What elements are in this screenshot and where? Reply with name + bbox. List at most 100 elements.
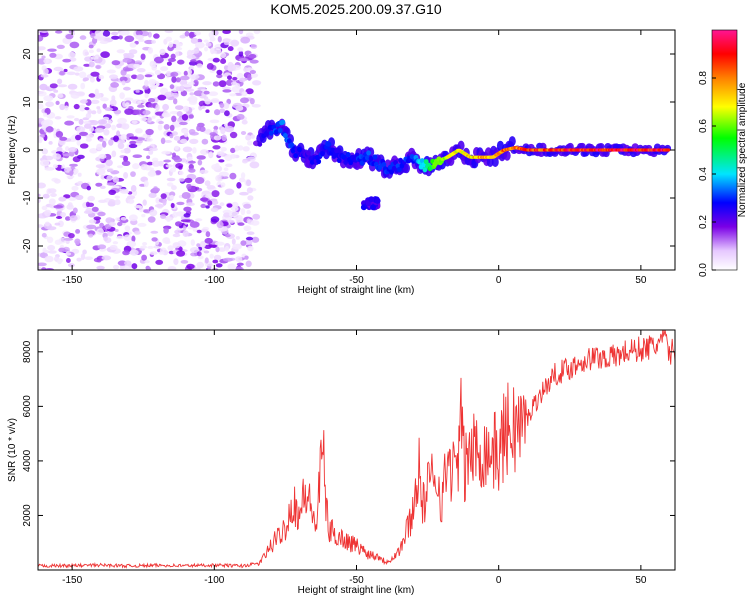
noise-speckle [111,150,117,158]
noise-speckle [40,74,49,78]
noise-speckle [170,71,179,77]
noise-speckle [216,221,224,229]
noise-speckle [182,146,193,153]
noise-speckle [112,241,119,245]
noise-speckle [96,168,106,176]
noise-speckle [166,182,174,187]
noise-speckle [135,128,143,134]
noise-speckle [107,120,112,124]
x-tick-label: -50 [349,275,364,286]
noise-speckle [200,228,209,233]
noise-speckle [109,244,118,251]
noise-speckle [227,46,234,52]
noise-speckle [167,245,174,251]
noise-speckle [172,233,181,238]
noise-speckle [137,104,145,108]
noise-speckle [135,30,143,36]
noise-speckle [203,39,209,43]
noise-speckle [155,170,162,175]
noise-speckle [180,219,191,223]
noise-speckle [162,103,170,111]
noise-speckle [119,76,128,82]
noise-speckle [250,44,258,49]
noise-speckle [235,266,244,270]
noise-speckle [135,89,140,93]
noise-speckle [66,204,74,210]
noise-speckle [235,243,242,248]
noise-speckle [190,98,198,104]
noise-speckle [203,129,213,134]
noise-speckle [79,35,87,40]
noise-speckle [239,77,246,83]
noise-speckle [251,236,260,243]
noise-speckle [219,102,225,108]
noise-speckle [208,31,215,38]
noise-speckle [121,80,126,86]
signal-blob [370,204,376,211]
track-core [348,159,354,166]
noise-speckle [172,162,177,170]
noise-speckle [243,203,252,209]
noise-speckle [220,147,227,152]
track-core [389,169,394,175]
noise-speckle [200,197,209,202]
noise-speckle [187,69,192,75]
noise-speckle [96,265,105,270]
noise-speckle [86,185,92,191]
noise-speckle [247,140,253,146]
noise-speckle [199,169,209,174]
noise-speckle [222,89,232,93]
noise-speckle [245,260,252,268]
noise-speckle [173,157,183,163]
noise-speckle [217,36,222,43]
noise-speckle [128,143,138,149]
noise-speckle [123,234,132,241]
noise-speckle [120,149,125,153]
noise-speckle [234,145,240,152]
noise-speckle [132,163,140,170]
noise-speckle [216,73,223,79]
noise-speckle [47,48,57,52]
colorbar-gradient [712,30,737,270]
noise-speckle [68,147,78,153]
noise-speckle [148,192,157,198]
noise-speckle [86,224,97,230]
noise-speckle [136,74,145,81]
noise-speckle [252,213,261,220]
noise-speckle [111,95,116,102]
noise-speckle [38,46,46,51]
noise-speckle [93,216,102,221]
noise-speckle [56,216,63,219]
noise-speckle [223,41,230,46]
noise-speckle [190,252,199,257]
noise-speckle [252,80,262,86]
noise-speckle [91,110,97,115]
noise-speckle [207,200,213,206]
noise-speckle [96,48,101,53]
noise-speckle [111,60,121,66]
y-tick-label: 6000 [22,395,33,418]
x-tick-label: -150 [62,575,82,586]
track-halo [578,142,586,150]
track-core [268,130,274,136]
noise-speckle [224,125,235,133]
noise-speckle [177,59,185,65]
noise-speckle [108,199,116,205]
noise-speckle [235,217,244,223]
track-core [277,127,283,134]
snr-series-line [38,330,675,569]
noise-speckle [206,185,216,190]
noise-speckle [169,167,177,173]
noise-speckle [66,71,76,76]
noise-speckle [74,117,80,122]
noise-speckle [97,119,108,125]
noise-speckle [38,198,41,203]
noise-speckle [245,236,254,241]
noise-speckle [44,221,51,227]
noise-speckle [236,113,245,120]
noise-speckle [212,259,219,264]
noise-speckle [123,147,131,154]
noise-speckle [108,221,116,227]
noise-speckle [44,209,52,217]
noise-speckle [155,197,161,204]
